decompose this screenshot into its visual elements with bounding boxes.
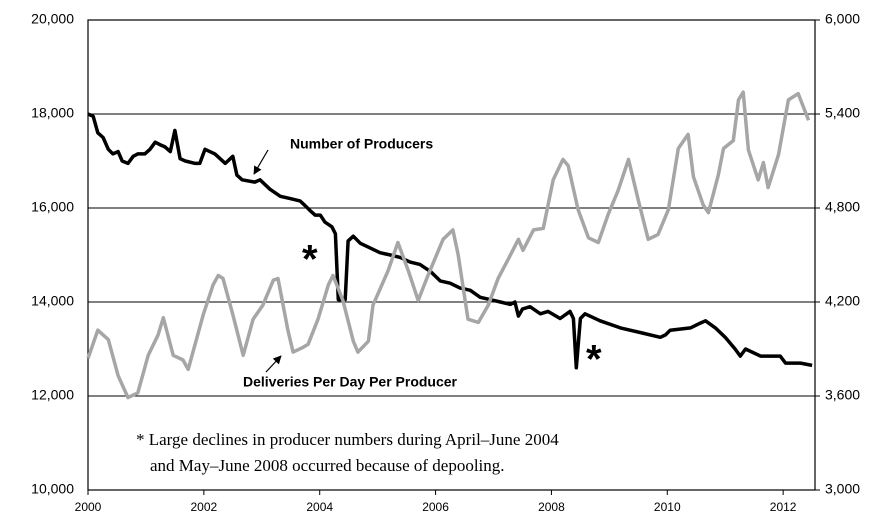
y-tick-label: 12,000 — [31, 387, 74, 403]
series-line — [87, 112, 813, 370]
y-tick-label: 14,000 — [31, 293, 74, 309]
x-tick-label: 2000 — [75, 500, 102, 514]
y2-tick-label: 3,000 — [825, 481, 860, 497]
y2-tick-label: 4,200 — [825, 293, 860, 309]
x-tick-label: 2008 — [538, 500, 565, 514]
x-tick-label: 2004 — [306, 500, 333, 514]
asterisk: * — [586, 338, 602, 382]
y2-tick-label: 3,600 — [825, 387, 860, 403]
y2-tick-label: 6,000 — [825, 11, 860, 27]
plot-frame — [87, 19, 816, 491]
asterisk: * — [302, 238, 318, 282]
series-label: Number of Producers — [290, 136, 433, 152]
series-label: Deliveries Per Day Per Producer — [243, 374, 458, 390]
footnote: * Large declines in producer numbers dur… — [136, 430, 559, 449]
annotation-arrow — [265, 355, 282, 373]
y-tick-label: 20,000 — [31, 11, 74, 27]
x-tick-label: 2012 — [770, 500, 797, 514]
y-tick-label: 18,000 — [31, 105, 74, 121]
x-tick-label: 2010 — [654, 500, 681, 514]
y-tick-label: 10,000 — [31, 481, 74, 497]
y2-tick-label: 5,400 — [825, 105, 860, 121]
y-tick-label: 16,000 — [31, 199, 74, 215]
annotation-arrow — [253, 149, 269, 175]
series-line — [86, 90, 811, 400]
footnote: and May–June 2008 occurred because of de… — [150, 456, 505, 475]
x-tick-label: 2002 — [191, 500, 218, 514]
y2-tick-label: 4,800 — [825, 199, 860, 215]
x-tick-label: 2006 — [422, 500, 449, 514]
